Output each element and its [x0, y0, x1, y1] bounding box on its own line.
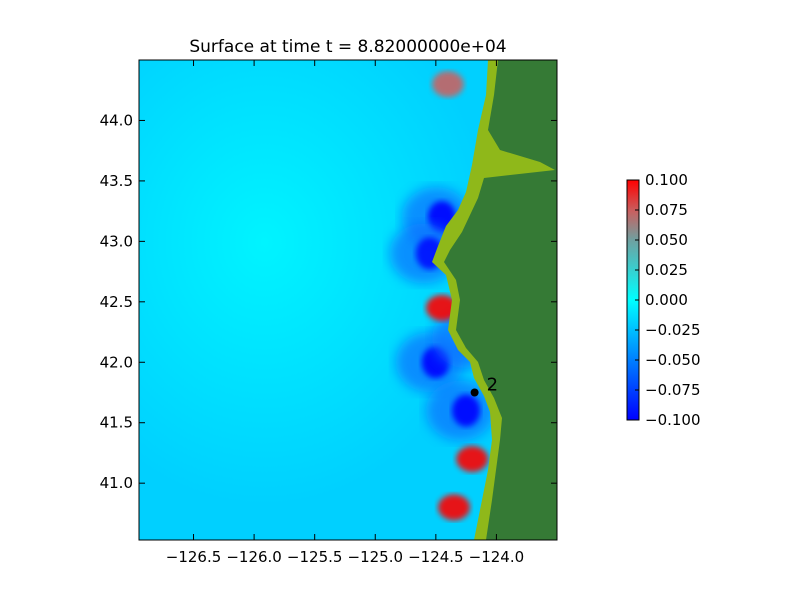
x-tick-label: −126.0 [226, 548, 282, 566]
positive-anomaly [425, 294, 458, 321]
colorbar-ticks: 0.100 0.075 0.050 0.025 0.000 −0.025 −0.050 −0.… [635, 171, 701, 429]
y-axis: 41.0 41.5 42.0 42.5 43.0 43.5 44.0 [100, 111, 557, 492]
colorbar-tick-label: 0.000 [645, 291, 688, 309]
gauge-point [470, 388, 479, 397]
x-tick-label: −125.0 [348, 548, 404, 566]
x-tick-label: −125.5 [287, 548, 343, 566]
gauge-label: 2 [487, 374, 498, 395]
y-tick-label: 42.0 [100, 353, 133, 371]
x-tick-label: −126.5 [166, 548, 222, 566]
colorbar-tick-label: −0.075 [645, 381, 701, 399]
x-tick-label: −124.0 [469, 548, 525, 566]
colorbar-tick-label: 0.100 [645, 171, 688, 189]
y-tick-label: 41.5 [100, 414, 133, 432]
plot-frame [138, 59, 558, 541]
y-tick-label: 43.5 [100, 172, 133, 190]
y-tick-label: 42.5 [100, 293, 133, 311]
y-tick-label: 41.0 [100, 474, 133, 492]
x-tick-label: −124.5 [408, 548, 464, 566]
colorbar: 0.100 0.075 0.050 0.025 0.000 −0.025 −0.050 −0.… [626, 171, 701, 429]
plot-area [139, 60, 557, 540]
land-area [444, 60, 557, 540]
positive-anomaly [431, 71, 464, 98]
colorbar-tick-label: −0.025 [645, 321, 701, 339]
colorbar-tick-label: 0.050 [645, 231, 688, 249]
y-tick-label: 43.0 [100, 232, 133, 250]
colorbar-tick-label: 0.075 [645, 201, 688, 219]
gauge-marker: 2 [470, 374, 498, 397]
negative-anomaly [452, 394, 481, 427]
colorbar-tick-label: −0.100 [645, 411, 701, 429]
colorbar-tick-label: −0.050 [645, 351, 701, 369]
colorbar-tick-label: 0.025 [645, 261, 688, 279]
positive-anomaly [456, 445, 489, 472]
x-axis: −126.5 −126.0 −125.5 −125.0 −124.5 −124.0 [166, 60, 524, 566]
chart-title: Surface at time t = 8.82000000e+04 [189, 37, 506, 57]
y-tick-label: 44.0 [100, 111, 133, 129]
positive-anomaly [438, 494, 471, 521]
